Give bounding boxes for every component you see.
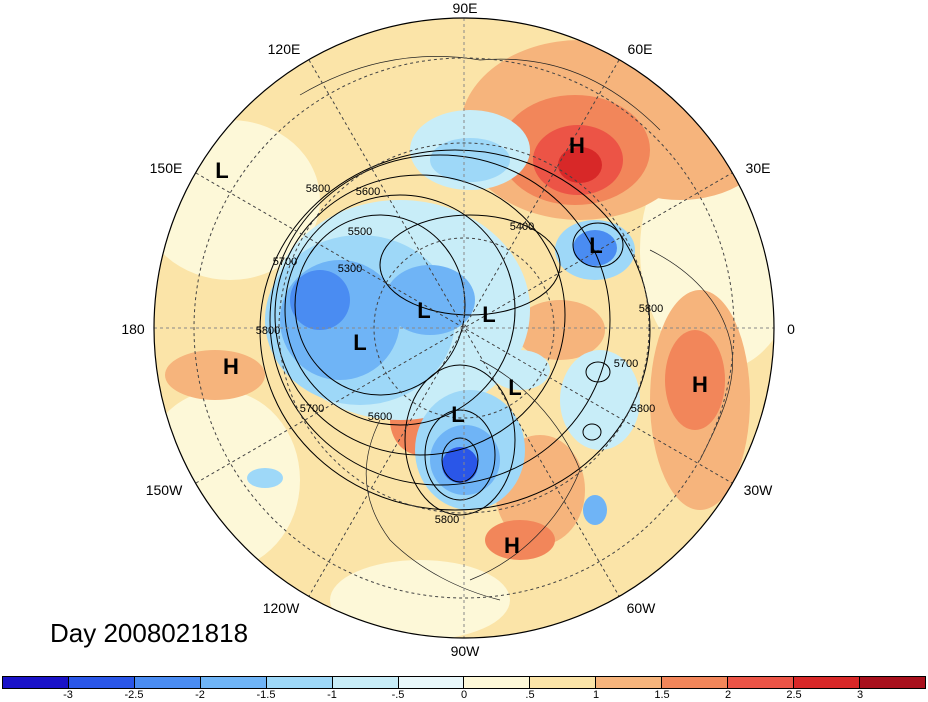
lon-label-60w: 60W [626, 600, 656, 616]
lon-label-60e: 60E [627, 41, 653, 57]
colorbar-segment [68, 677, 135, 688]
pressure-center-h3: H [692, 372, 708, 397]
colorbar-segment [200, 677, 267, 688]
contour-label: 5800 [631, 403, 655, 415]
pressure-center-l3: L [417, 298, 430, 323]
colorbar-tick-label: -.5 [391, 689, 405, 701]
colorbar-tick-label: -2 [195, 689, 205, 701]
lon-label-120w: 120W [262, 600, 300, 616]
lon-label-90e: 90E [452, 0, 478, 16]
colorbar-segment [3, 677, 69, 688]
colorbar-tick-label: 2.5 [786, 689, 802, 701]
coastlines [299, 56, 733, 601]
anomaly-field [154, 18, 774, 638]
lon-label-90w: 90W [450, 643, 480, 659]
pressure-centers: H L L L L L H L L H H [215, 133, 708, 558]
graticule [154, 18, 774, 638]
polar-map: H L L L L L H L L H H 5800 5600 5500 530… [153, 17, 775, 639]
colorbar-segment [728, 677, 795, 688]
lon-label-120e: 120E [267, 41, 301, 57]
colorbar-segment [530, 677, 597, 688]
colorbar-segment [596, 677, 663, 688]
colorbar-segment [794, 677, 860, 688]
contour-label: 5700 [614, 358, 638, 370]
contour-label: 5800 [639, 303, 663, 315]
map-title: Day 2008021818 [50, 618, 249, 648]
colorbar [2, 676, 926, 689]
lon-label-30w: 30W [743, 482, 773, 498]
colorbar-tick-label: -1 [327, 689, 337, 701]
colorbar-tick-label: .5 [525, 689, 535, 701]
contour-labels: 5800 5600 5500 5300 5400 5700 5800 5700 … [256, 183, 663, 526]
contour-label: 5700 [300, 403, 324, 415]
pressure-center-l1: L [215, 158, 228, 183]
contour-label: 5800 [306, 183, 330, 195]
height-contours [259, 149, 651, 516]
lon-label-30e: 30E [745, 160, 771, 176]
pressure-center-l6: L [508, 375, 521, 400]
pressure-center-l4: L [482, 302, 495, 327]
colorbar-segment [662, 677, 729, 688]
colorbar-tick-label: 2 [724, 689, 732, 701]
lon-label-0: 0 [787, 321, 795, 337]
lon-label-150w: 150W [145, 482, 183, 498]
pressure-center-h2: H [223, 354, 239, 379]
colorbar-tick-label: 0 [460, 689, 468, 701]
colorbar-tick-label: 1 [592, 689, 600, 701]
colorbar-segment [398, 677, 465, 688]
contour-label: 5700 [273, 256, 297, 268]
contour-label: 5400 [510, 221, 534, 233]
colorbar-segment [134, 677, 201, 688]
colorbar-tick-label: 3 [856, 689, 864, 701]
colorbar-tick-label: -3 [63, 689, 73, 701]
lon-label-150e: 150E [149, 160, 183, 176]
colorbar-tick-label: -2.5 [124, 689, 144, 701]
colorbar-segment [859, 677, 925, 688]
pressure-center-l2: L [589, 233, 602, 258]
lon-label-180: 180 [121, 321, 145, 337]
map-boundary [153, 17, 775, 639]
pressure-center-l5: L [353, 330, 366, 355]
pressure-center-h4: H [504, 533, 520, 558]
contour-label: 5500 [348, 226, 372, 238]
contour-label: 5800 [256, 325, 280, 337]
contour-label: 5300 [338, 263, 362, 275]
colorbar-tick-label: 1.5 [654, 689, 670, 701]
colorbar-segment [266, 677, 333, 688]
pressure-center-l7: L [451, 402, 464, 427]
colorbar-segment [464, 677, 531, 688]
pressure-center-h1: H [569, 133, 585, 158]
contour-label: 5600 [356, 186, 380, 198]
colorbar-segment [332, 677, 399, 688]
colorbar-tick-label: -1.5 [256, 689, 276, 701]
contour-label: 5800 [435, 514, 459, 526]
contour-label: 5600 [368, 411, 392, 423]
